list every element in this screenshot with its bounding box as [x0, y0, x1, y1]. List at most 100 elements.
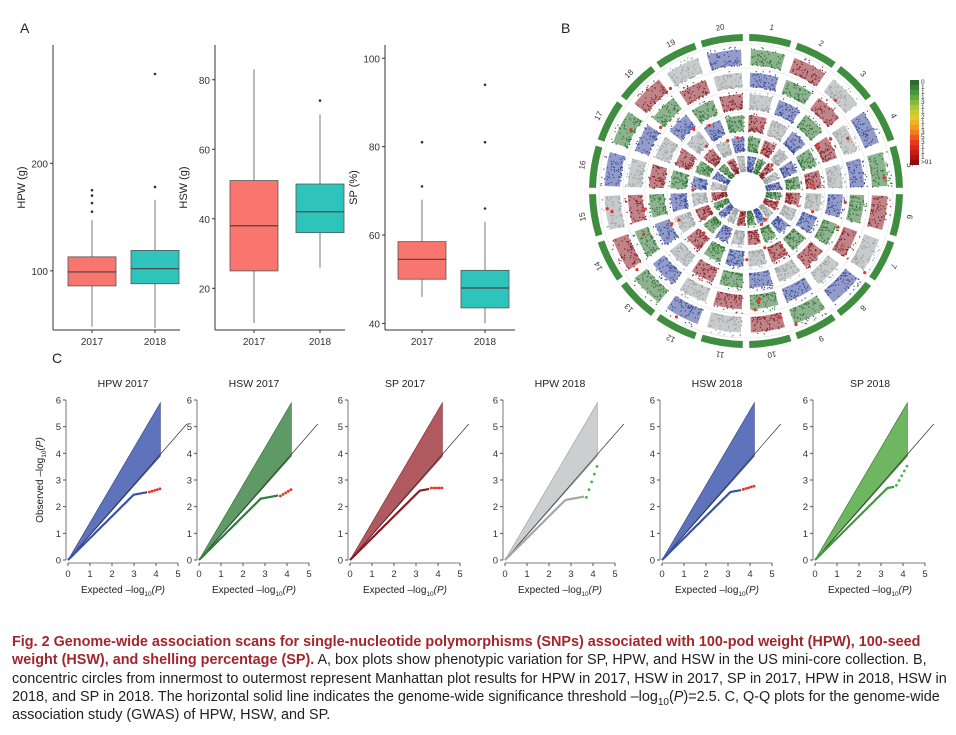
- significant-point: [590, 480, 594, 484]
- manhattan-band: [795, 211, 818, 234]
- chromosome-segment: [597, 240, 623, 281]
- legend-swatch: [910, 105, 919, 110]
- y-tick-label: 3: [338, 476, 343, 487]
- manhattan-band: [703, 215, 722, 234]
- x-tick-label: 4: [900, 569, 905, 580]
- box-2018: [460, 269, 510, 309]
- box-2018: [130, 250, 180, 285]
- significant-snp: [635, 268, 639, 272]
- manhattan-band: [713, 72, 743, 92]
- manhattan-band: [679, 277, 711, 303]
- significant-point: [749, 485, 753, 489]
- manhattan-points: [652, 219, 679, 245]
- chromosome-label: 8: [858, 303, 868, 313]
- x-label-sub: 10: [738, 591, 746, 598]
- circular-manhattan-plot: 1234567891011121314151617181920011131121…: [577, 22, 932, 359]
- significant-point: [895, 483, 898, 487]
- ring-guide: [708, 153, 784, 229]
- manhattan-band: [634, 124, 660, 156]
- legend-swatch: [910, 125, 919, 130]
- y-tick-label: 3: [493, 476, 498, 487]
- legend-label: 1: [921, 144, 925, 151]
- x-axis-label: Expected –log10(P): [81, 585, 165, 598]
- x-tick-label: 2: [703, 569, 708, 580]
- outlier-point: [483, 207, 487, 210]
- y-tick-label: 5: [338, 422, 343, 433]
- x-tick-label: 2018: [309, 337, 332, 348]
- y-axis-label: Observed –log10(P): [35, 437, 48, 523]
- manhattan-band: [766, 240, 789, 263]
- legend-label: 1: [921, 109, 925, 116]
- ring-guide: [598, 43, 894, 339]
- x-tick-label: 3: [131, 569, 136, 580]
- manhattan-band: [789, 57, 826, 87]
- y-label-sub: 10: [41, 450, 48, 458]
- qq-title: SP 2018: [850, 378, 890, 390]
- x-tick-label: 0: [65, 569, 70, 580]
- x-axis-label: Expected –log10(P): [675, 585, 759, 598]
- significant-snp: [753, 308, 757, 312]
- x-tick-label: 5: [922, 569, 927, 580]
- manhattan-band: [867, 151, 888, 187]
- significant-point: [289, 488, 293, 491]
- significant-snp: [778, 316, 782, 320]
- manhattan-band: [770, 148, 789, 167]
- manhattan-band: [796, 241, 823, 268]
- legend-swatch: [910, 145, 919, 150]
- manhattan-band: [654, 136, 679, 163]
- manhattan-band: [736, 210, 746, 226]
- manhattan-band: [725, 115, 744, 134]
- x-label-main: Expected –log: [518, 585, 581, 596]
- chromosome-segment: [620, 281, 656, 317]
- significant-snp: [815, 143, 819, 147]
- legend-swatch: [910, 90, 919, 95]
- legend-swatch: [910, 80, 919, 85]
- significant-snp: [642, 232, 646, 236]
- chromosome-segment: [749, 334, 792, 348]
- outlier-point: [318, 99, 322, 102]
- manhattan-band: [713, 197, 730, 211]
- manhattan-band: [726, 158, 740, 175]
- manhattan-band: [758, 203, 774, 219]
- y-tick-label: 1: [56, 529, 61, 540]
- y-tick-label: 200: [31, 159, 48, 170]
- chromosome-label: 5: [905, 162, 915, 168]
- manhattan-band: [719, 269, 744, 288]
- y-axis-label: HSW (g): [178, 166, 190, 208]
- y-tick-label: 6: [493, 396, 498, 407]
- y-tick-label: 4: [493, 449, 498, 460]
- x-tick-label: 0: [502, 569, 507, 580]
- x-tick-label: 5: [612, 569, 617, 580]
- manhattan-band: [694, 160, 713, 178]
- significant-snp: [863, 271, 867, 275]
- chromosome-label: 11: [715, 349, 725, 359]
- significant-snp: [829, 137, 833, 141]
- y-label-tail: (P): [35, 437, 46, 450]
- significant-snp: [846, 136, 850, 140]
- chromosome-segment: [869, 240, 895, 281]
- manhattan-band: [725, 248, 744, 267]
- manhattan-band: [726, 207, 740, 224]
- x-tick-label: 3: [878, 569, 883, 580]
- significant-snp: [764, 218, 768, 222]
- x-label-sub: 10: [275, 591, 283, 598]
- x-tick-label: 0: [812, 569, 817, 580]
- outlier-point: [90, 194, 94, 197]
- manhattan-band: [823, 79, 858, 114]
- manhattan-band: [713, 171, 730, 185]
- chromosome-label: 15: [577, 211, 587, 222]
- chromosome-segment: [795, 42, 836, 68]
- significant-point: [281, 493, 285, 496]
- manhattan-band: [654, 219, 679, 246]
- x-tick-label: 4: [590, 569, 595, 580]
- legend-swatch: [910, 150, 919, 155]
- x-label-tail: (P): [434, 585, 447, 596]
- expected-line: [661, 423, 782, 561]
- manhattan-band: [810, 255, 840, 285]
- chromosome-label: 16: [577, 159, 587, 170]
- manhattan-band: [670, 193, 689, 212]
- manhattan-band: [746, 210, 756, 226]
